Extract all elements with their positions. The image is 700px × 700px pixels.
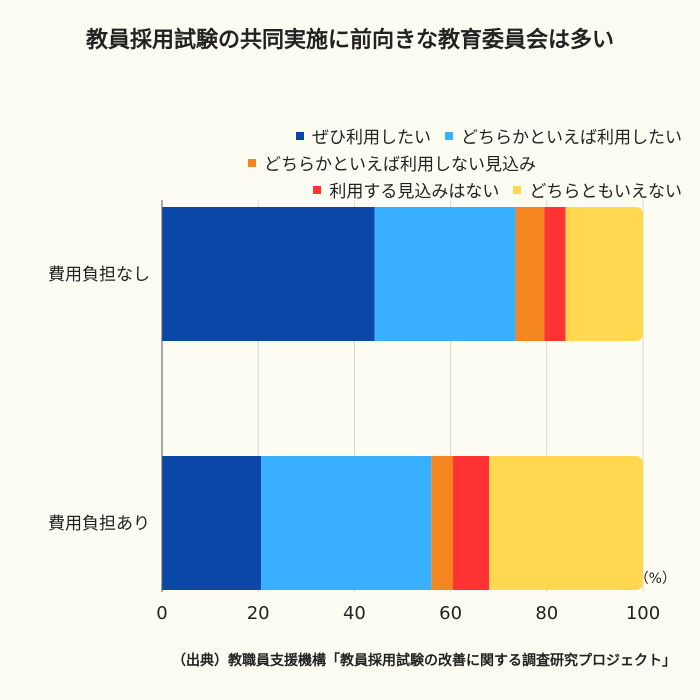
bar-segment-0-4 [565,207,643,341]
source-note: （出典）教職員支援機構「教員採用試験の改善に関する調査研究プロジェクト」 [172,653,676,669]
legend-label-4: どちらともいえない [529,182,682,202]
x-tick-label-0: 0 [156,603,167,624]
legend-item-0: ぜひ利用したい [296,123,431,148]
bar-segment-1-3 [453,456,490,590]
legend-swatch-2 [248,158,256,167]
legend-swatch-1 [445,131,453,140]
legend-label-0: ぜひ利用したい [312,128,431,148]
bar-segment-1-2 [431,456,454,590]
unit-label: （%） [634,571,676,587]
bar-segment-0-2 [515,207,545,341]
legend-row-1: ぜひ利用したい どちらかといえば利用したい [0,122,700,149]
bar-segment-0-0 [162,207,375,341]
legend-item-2: どちらかといえば利用しない見込み [248,150,536,175]
legend-row-3: 利用する見込みはない どちらともいえない [0,176,700,203]
legend-label-1: どちらかといえば利用したい [461,128,682,148]
legend-item-4: どちらともいえない [513,177,682,202]
bar-segment-1-4 [489,456,643,590]
x-tick-label-100: 100 [626,603,660,624]
bar-segment-0-3 [544,207,566,341]
bar-segment-1-0 [162,456,262,590]
chart-title: 教員採用試験の共同実施に前向きな教育委員会は多い [85,28,614,53]
bar-segment-1-1 [261,456,432,590]
legend-item-3: 利用する見込みはない [313,177,499,202]
legend: ぜひ利用したい どちらかといえば利用したい どちらかといえば利用しない見込み 利… [0,122,700,203]
x-tick-label-20: 20 [247,603,270,624]
x-tick-label-80: 80 [535,603,558,624]
legend-swatch-3 [313,185,322,194]
legend-label-3: 利用する見込みはない [329,182,500,202]
x-tick-label-40: 40 [343,603,366,624]
legend-item-1: どちらかといえば利用したい [445,123,682,148]
legend-label-2: どちらかといえば利用しない見込み [264,155,536,175]
x-tick-label-60: 60 [439,603,462,624]
category-label-0: 費用負担なし [48,265,150,285]
legend-swatch-4 [513,185,522,194]
legend-swatch-0 [296,131,304,140]
bar-segment-0-1 [374,207,516,341]
category-label-1: 費用負担あり [48,514,150,534]
legend-row-2: どちらかといえば利用しない見込み [0,149,700,176]
